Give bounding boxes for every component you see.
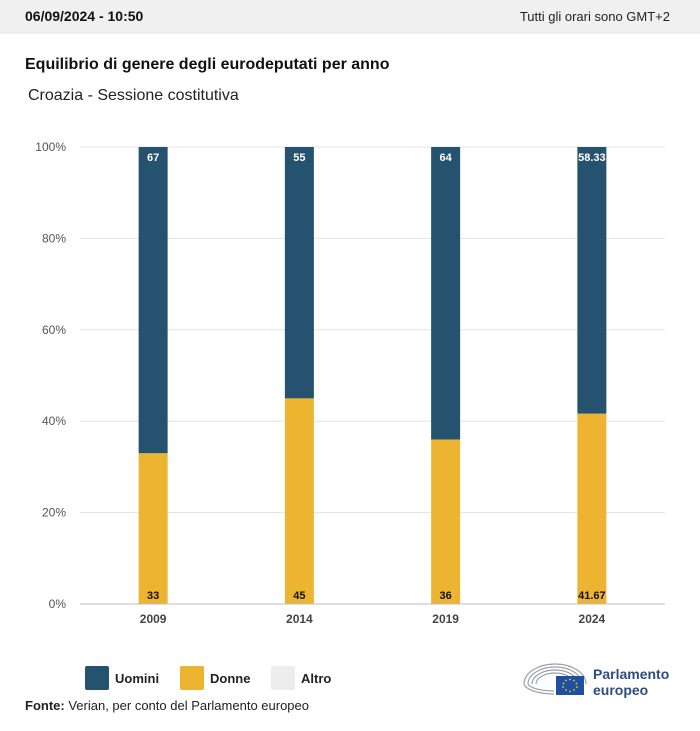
- bar-segment-women: [577, 413, 607, 604]
- y-tick-label: 20%: [42, 506, 66, 520]
- bar-segment-men: [577, 147, 607, 414]
- logo-line-1: Parlamento: [593, 666, 670, 682]
- data-label-men: 55: [293, 152, 305, 164]
- legend-swatch-other: [271, 666, 295, 690]
- header-bar: 06/09/2024 - 10:50 Tutti gli orari sono …: [0, 0, 700, 34]
- bar-segment-women: [138, 453, 168, 604]
- timezone-note: Tutti gli orari sono GMT+2: [519, 9, 670, 24]
- data-label-men: 67: [147, 152, 159, 164]
- x-tick-label: 2019: [432, 612, 459, 626]
- source-note: Fonte: Verian, per conto del Parlamento …: [25, 698, 309, 713]
- bar-segment-men: [138, 147, 168, 454]
- bar-segment-men: [431, 147, 461, 440]
- datetime: 06/09/2024 - 10:50: [25, 8, 144, 24]
- source-text: Verian, per conto del Parlamento europeo: [64, 698, 309, 713]
- y-tick-label: 40%: [42, 414, 66, 428]
- bar-segment-women: [284, 398, 314, 604]
- legend-label-men: Uomini: [115, 671, 160, 686]
- y-tick-label: 80%: [42, 231, 66, 245]
- data-label-women: 41.67: [578, 590, 606, 602]
- stacked-bar-chart: 0% 20% 40% 60% 80% 100% 33 67 2009 45 55 2014 36 64 20…: [35, 140, 665, 626]
- legend-label-women: Donne: [210, 671, 251, 686]
- parliament-logo: Parlamento europeo: [520, 656, 690, 702]
- x-tick-label: 2014: [286, 612, 313, 626]
- data-label-women: 33: [147, 590, 159, 602]
- logo-line-2: europeo: [593, 682, 649, 698]
- y-tick-label: 100%: [35, 140, 66, 154]
- legend-swatch-women: [180, 666, 204, 690]
- data-label-women: 45: [293, 590, 305, 602]
- y-tick-label: 60%: [42, 323, 66, 337]
- source-label: Fonte:: [25, 698, 65, 713]
- data-label-men: 58.33: [578, 152, 606, 164]
- legend-label-other: Altro: [301, 671, 332, 686]
- legend-swatch-men: [85, 666, 109, 690]
- european-parliament-hemicycle-eu-flag-icon: [523, 663, 587, 695]
- data-label-men: 64: [440, 152, 453, 164]
- chart-title: Equilibrio di genere degli eurodeputati …: [25, 56, 390, 73]
- chart-subtitle: Croazia - Sessione costitutiva: [28, 87, 239, 104]
- y-tick-label: 0%: [49, 597, 67, 611]
- x-tick-label: 2024: [579, 612, 606, 626]
- logo-text: Parlamento europeo: [593, 666, 669, 698]
- bar-segment-men: [284, 147, 314, 399]
- x-tick-label: 2009: [140, 612, 167, 626]
- bar-segment-women: [431, 439, 461, 604]
- data-label-women: 36: [440, 590, 452, 602]
